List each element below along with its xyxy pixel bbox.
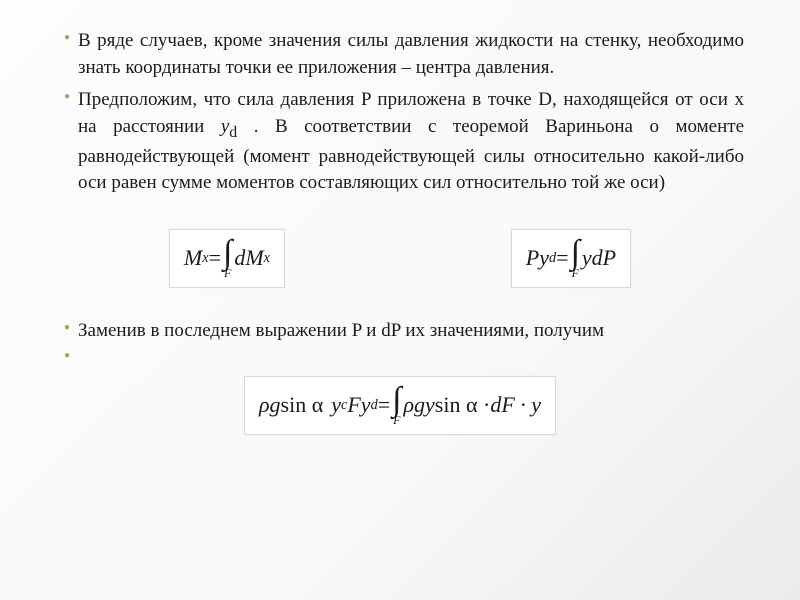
- eq3-rhs-b: sin α ·: [435, 392, 491, 418]
- eq2-lhs: Py: [526, 245, 549, 271]
- eq2-lhs-sub: d: [549, 250, 556, 267]
- integral-icon: ∫ F: [571, 238, 580, 279]
- equation-3: ρg sin α yc Fyd = ∫ F ρgy sin α · dF · y: [259, 385, 541, 426]
- eq3-rhs-a: ρgy: [403, 392, 434, 418]
- eq3-eq: =: [378, 392, 390, 418]
- integral-symbol: ∫: [223, 238, 232, 269]
- p2-yd: yd: [221, 116, 237, 137]
- bullet-icon: ●: [56, 87, 78, 107]
- bullet-row-2: ● Предположим, что сила давления P прило…: [56, 87, 744, 197]
- integral-symbol: ∫: [571, 238, 580, 269]
- eq2-eq: =: [556, 245, 568, 271]
- eq1-lhs: M: [184, 245, 202, 271]
- equation-box-1: Mx = ∫ F dMx: [169, 229, 285, 288]
- eq2-rhs: ydP: [582, 245, 616, 271]
- equation-row-2: ρg sin α yc Fyd = ∫ F ρgy sin α · dF · y: [56, 376, 744, 435]
- eq1-rhs-sub: x: [264, 250, 270, 267]
- integral-lower: F: [224, 267, 231, 279]
- equation-box-3: ρg sin α yc Fyd = ∫ F ρgy sin α · dF · y: [244, 376, 556, 435]
- integral-icon: ∫ F: [223, 238, 232, 279]
- p2-yd-sub: d: [229, 124, 237, 141]
- paragraph-1: В ряде случаев, кроме значения силы давл…: [78, 28, 744, 81]
- bullet-row-empty: ●: [56, 346, 744, 366]
- bullet-icon: ●: [56, 318, 78, 338]
- eq3-sin: sin α: [281, 392, 324, 418]
- equation-row-1: Mx = ∫ F dMx Pyd = ∫ F ydP: [56, 229, 744, 288]
- eq1-rhs: dM: [234, 245, 263, 271]
- slide: ● В ряде случаев, кроме значения силы да…: [0, 0, 800, 600]
- bullet-icon: ●: [56, 28, 78, 48]
- bullet-icon: ●: [56, 346, 78, 366]
- paragraph-3: Заменив в последнем выражении P и dP их …: [78, 318, 744, 345]
- eq1-eq: =: [209, 245, 221, 271]
- eq3-yc: y: [331, 392, 341, 418]
- equation-box-2: Pyd = ∫ F ydP: [511, 229, 631, 288]
- bullet-row-1: ● В ряде случаев, кроме значения силы да…: [56, 28, 744, 81]
- paragraph-2: Предположим, что сила давления P приложе…: [78, 87, 744, 197]
- p2-spacer: [237, 116, 254, 137]
- equation-2: Pyd = ∫ F ydP: [526, 238, 616, 279]
- equation-1: Mx = ∫ F dMx: [184, 238, 270, 279]
- bullet-row-3: ● Заменив в последнем выражении P и dP и…: [56, 318, 744, 345]
- integral-lower: F: [572, 267, 579, 279]
- integral-lower: F: [393, 414, 400, 426]
- integral-symbol: ∫: [392, 385, 401, 416]
- integral-icon: ∫ F: [392, 385, 401, 426]
- eq3-yd-sub: d: [371, 397, 378, 414]
- eq3-rhs-c: dF · y: [490, 392, 541, 418]
- eq3-rho-g: ρg: [259, 392, 281, 418]
- eq3-Fyd: Fy: [347, 392, 370, 418]
